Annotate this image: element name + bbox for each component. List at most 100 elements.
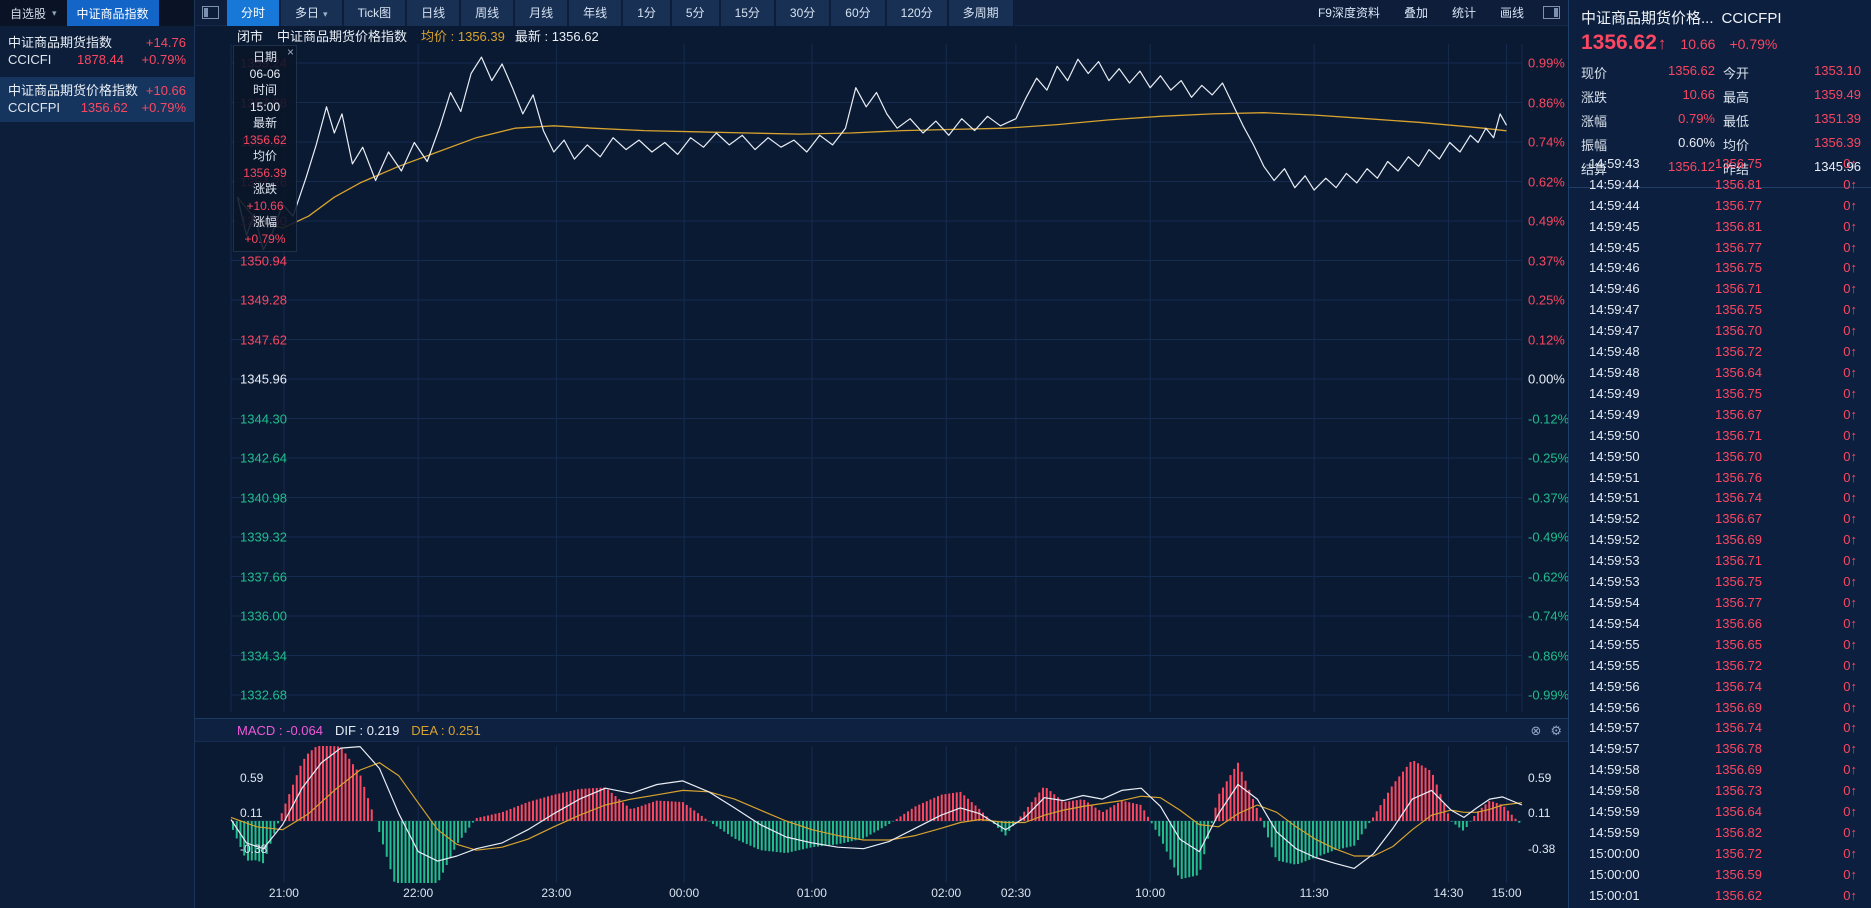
percent-axis-label: -0.37% (1528, 490, 1570, 505)
tick-price: 1356.62 (1715, 887, 1762, 903)
period-tab-1分[interactable]: 1分 (623, 0, 672, 26)
macd-value: MACD : -0.064 (237, 722, 323, 738)
period-tab-周线[interactable]: 周线 (461, 0, 516, 26)
percent-axis-label: -0.74% (1528, 608, 1570, 624)
tick-row: 14:59:50 1356.71 0↑ (1569, 425, 1871, 446)
period-tab-多日[interactable]: 多日 ▾ (281, 0, 344, 26)
up-arrow-icon: ↑ (1850, 532, 1858, 548)
period-tab-120分[interactable]: 120分 (886, 0, 949, 26)
up-arrow-icon: ↑ (1850, 406, 1858, 422)
up-arrow-icon: ↑ (1850, 741, 1858, 757)
up-arrow-icon: ↑ (1850, 657, 1858, 673)
up-arrow-icon: ↑ (1850, 594, 1858, 610)
tick-time: 14:59:48 (1589, 344, 1640, 360)
percent-axis-label: 0.37% (1528, 253, 1565, 268)
tick-time: 14:59:53 (1589, 574, 1640, 590)
tick-volume: 0↑ (1843, 427, 1857, 443)
quote-label: 振幅 (1581, 138, 1608, 153)
tick-time: 14:59:50 (1589, 448, 1640, 464)
price-axis-label: 1336.00 (240, 608, 287, 624)
tick-volume: 0↑ (1843, 302, 1857, 318)
period-tab-label: 多日 (295, 5, 320, 20)
tick-row: 15:00:01 1356.62 0↑ (1569, 885, 1871, 906)
tick-volume: 0↑ (1843, 490, 1857, 506)
percent-axis-label: 0.99% (1528, 55, 1565, 71)
remove-indicator-icon[interactable]: ⊗ (1530, 722, 1542, 738)
price-change-pct: +0.79% (1729, 36, 1778, 52)
statistics-button[interactable]: 统计 (1451, 6, 1476, 20)
period-tab-15分[interactable]: 15分 (720, 0, 776, 26)
tick-price: 1356.70 (1715, 448, 1762, 464)
tick-price: 1356.77 (1715, 239, 1762, 255)
tooltip-value: 15:00 (249, 99, 281, 114)
tick-price: 1356.71 (1715, 281, 1762, 297)
time-axis-label: 21:00 (268, 886, 299, 900)
period-tab-分时[interactable]: 分时 (227, 0, 282, 26)
price-change: 10.66 (1680, 36, 1716, 52)
tick-time: 14:59:55 (1589, 657, 1640, 673)
chevron-down-icon: ▾ (323, 8, 328, 19)
price-axis-label: 1349.28 (240, 292, 287, 308)
watchlist-item-CCICFI[interactable]: 中证商品期货指数 +14.76 CCICFI 1878.44 +0.79% (0, 29, 194, 74)
tick-price: 1356.74 (1715, 678, 1762, 694)
tick-volume: 0↑ (1843, 762, 1858, 778)
tick-price: 1356.74 (1715, 720, 1762, 736)
up-arrow-icon: ↑ (1850, 783, 1858, 799)
gear-icon[interactable]: ⚙ (1550, 722, 1562, 738)
tick-volume: 0↑ (1843, 365, 1857, 381)
macd-indicator-header: MACD : -0.064 DIF : 0.219 DEA : 0.251 ⊗ … (195, 718, 1568, 742)
period-tab-label: 分时 (241, 5, 266, 20)
tick-volume: 0↑ (1843, 448, 1857, 464)
period-tabs: 分时 多日 ▾ Tick图 日线 周线 月线 年线 1分 5分 15分 30分 60分 120分 多周期 (227, 0, 1015, 26)
period-tab-label: 5分 (685, 5, 705, 20)
period-tab-5分[interactable]: 5分 (671, 0, 721, 26)
up-arrow-icon: ↑ (1850, 762, 1858, 778)
collapse-right-panel-icon[interactable] (1543, 6, 1560, 19)
macd-axis-label: -0.38 (1528, 841, 1556, 856)
period-tab-年线[interactable]: 年线 (569, 0, 624, 26)
tick-price: 1356.75 (1715, 155, 1762, 171)
tick-time: 14:59:57 (1589, 720, 1640, 736)
quote-value: 1345.96 (1814, 159, 1861, 174)
tick-row: 14:59:54 1356.77 0↑ (1569, 592, 1871, 613)
close-icon[interactable]: × (286, 45, 294, 59)
tick-row: 14:59:53 1356.71 0↑ (1569, 550, 1871, 571)
period-tab-月线[interactable]: 月线 (515, 0, 570, 26)
tooltip-label: 均价 (252, 149, 277, 163)
quote-label: 昨结 (1723, 162, 1750, 177)
overlay-button[interactable]: 叠加 (1403, 6, 1428, 20)
tick-row: 14:59:55 1356.72 0↑ (1569, 655, 1871, 676)
period-tab-label: 120分 (900, 5, 933, 20)
tick-price: 1356.81 (1715, 218, 1762, 234)
chevron-down-icon: ▾ (52, 7, 57, 18)
tick-price: 1356.77 (1715, 594, 1762, 610)
period-tab-60分[interactable]: 60分 (831, 0, 887, 26)
tick-row: 14:59:51 1356.76 0↑ (1569, 467, 1871, 488)
tab-watchlist[interactable]: 自选股 ▾ (0, 0, 67, 26)
dif-value: DIF : 0.219 (334, 722, 400, 738)
period-tab-多周期[interactable]: 多周期 (948, 0, 1015, 26)
period-tab-label: 年线 (583, 5, 608, 20)
period-tab-日线[interactable]: 日线 (407, 0, 462, 26)
up-arrow-icon: ↑ (1850, 197, 1858, 213)
watchlist: 中证商品期货指数 +14.76 CCICFI 1878.44 +0.79% 中证商品期货价… (0, 29, 194, 122)
tick-volume: 0↑ (1843, 323, 1857, 339)
collapse-left-panel-icon[interactable] (202, 6, 219, 19)
period-tab-label: 月线 (529, 5, 554, 20)
price-axis-label: 1337.66 (240, 569, 287, 584)
tab-index-group[interactable]: 中证商品指数 (66, 0, 159, 26)
tick-volume: 0↑ (1843, 720, 1857, 736)
tick-volume: 0↑ (1843, 176, 1857, 192)
price-axis-label: 1340.98 (240, 490, 287, 505)
tooltip-value: +0.79% (244, 231, 286, 246)
period-tab-30分[interactable]: 30分 (775, 0, 832, 26)
price-axis-label: 1339.32 (240, 529, 287, 545)
draw-line-button[interactable]: 画线 (1499, 6, 1524, 20)
price-axis-label: 1344.30 (240, 411, 287, 426)
quote-value: 10.66 (1682, 87, 1715, 102)
period-tab-label: 周线 (475, 5, 500, 20)
period-tab-Tick图[interactable]: Tick图 (343, 0, 408, 26)
f9-depth-info-button[interactable]: F9深度资料 (1317, 6, 1380, 20)
watchlist-item-CCICFPI[interactable]: 中证商品期货价格指数 +10.66 CCICFPI 1356.62 +0.79% (0, 77, 194, 122)
quote-value: 0.79% (1678, 111, 1715, 126)
